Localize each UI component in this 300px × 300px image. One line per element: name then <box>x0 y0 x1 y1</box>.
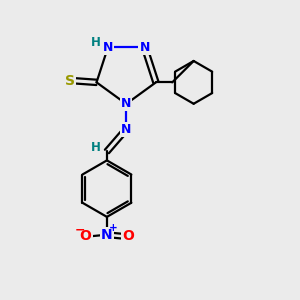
Text: N: N <box>121 123 131 136</box>
Text: N: N <box>103 41 113 54</box>
Text: O: O <box>80 229 92 243</box>
Text: N: N <box>101 228 113 242</box>
Text: +: + <box>109 223 118 233</box>
Text: H: H <box>91 36 100 49</box>
Text: N: N <box>140 41 150 54</box>
Text: N: N <box>121 98 131 110</box>
Text: O: O <box>122 229 134 243</box>
Text: −: − <box>75 224 86 237</box>
Text: H: H <box>91 140 100 154</box>
Text: S: S <box>65 74 75 88</box>
